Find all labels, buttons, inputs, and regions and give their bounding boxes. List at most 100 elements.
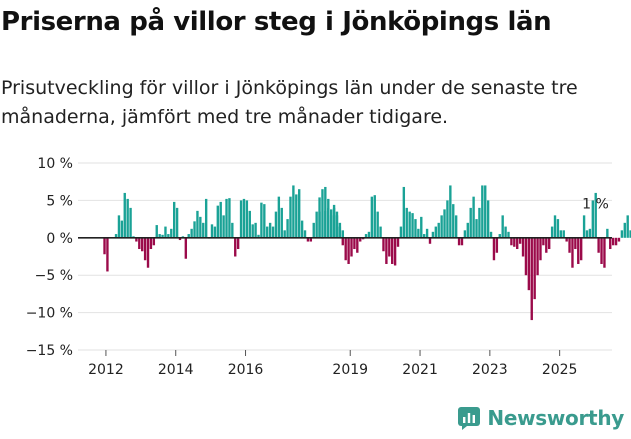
bar (454, 215, 458, 238)
bar (417, 228, 420, 238)
bar (545, 237, 548, 253)
bar (103, 237, 106, 255)
bar (222, 215, 225, 238)
bar-chart: 10 % 5 % 0 % −5 % −10 % −15 % 2012 2014 2016 2019… (26, 156, 631, 378)
bar (347, 237, 350, 264)
bar (298, 189, 301, 238)
bar (574, 237, 577, 250)
bar (542, 237, 545, 246)
bar (457, 237, 461, 246)
bar (475, 219, 478, 238)
bar (609, 237, 612, 250)
bar (138, 237, 141, 250)
bar (594, 192, 597, 238)
bar (597, 237, 600, 253)
bar (120, 220, 124, 238)
bar (271, 226, 275, 238)
bar (335, 211, 339, 238)
bar (236, 237, 240, 250)
bar (588, 228, 592, 238)
bar (524, 237, 528, 276)
bar (614, 237, 618, 246)
bar (196, 210, 199, 238)
bar (292, 185, 295, 238)
bar (152, 237, 156, 246)
bar (385, 237, 388, 264)
bar (306, 237, 310, 242)
bar (106, 237, 109, 272)
bar (449, 185, 452, 238)
bar (626, 215, 629, 238)
x-tick-label: 2023 (472, 362, 508, 378)
bar (422, 234, 426, 238)
bar (481, 185, 484, 238)
bar (350, 237, 353, 257)
bar (167, 234, 170, 238)
bar (126, 198, 129, 238)
bar (565, 237, 568, 242)
bar (202, 222, 205, 238)
bar (187, 234, 190, 238)
bar (149, 237, 153, 250)
bar (623, 222, 626, 238)
bar (324, 186, 327, 238)
bar (396, 237, 400, 247)
bar (312, 222, 315, 238)
bar (289, 196, 292, 238)
bar (225, 198, 228, 238)
bar (553, 215, 557, 238)
bar (539, 237, 542, 261)
x-tick-label: 2012 (88, 362, 124, 378)
bar (452, 204, 455, 238)
bar (295, 194, 298, 238)
bar (158, 234, 161, 238)
bar (204, 198, 208, 238)
bar (399, 226, 403, 238)
bar (568, 237, 571, 253)
bar (478, 207, 481, 238)
bar (254, 222, 257, 238)
y-tick-label: −10 % (26, 306, 73, 322)
newsworthy-brand[interactable]: Newsworthy (457, 403, 624, 433)
bar (332, 207, 336, 238)
bar (231, 222, 234, 238)
bar (391, 237, 394, 264)
bar (606, 228, 609, 238)
bar (373, 195, 376, 238)
bar (379, 226, 382, 238)
bar (556, 219, 560, 238)
bar (536, 237, 539, 276)
bar (495, 237, 499, 253)
bar (562, 230, 565, 238)
bar (484, 185, 487, 238)
bar (620, 230, 624, 238)
bar (184, 237, 188, 259)
bar (283, 230, 286, 238)
bar (146, 237, 150, 268)
bar (248, 210, 251, 238)
bar (117, 215, 121, 238)
x-tick-label: 2021 (402, 362, 438, 378)
bar (277, 196, 281, 238)
bar (530, 237, 533, 321)
bar (178, 237, 182, 241)
bar (550, 226, 554, 238)
bar (263, 204, 266, 238)
bar (364, 234, 368, 238)
bar (498, 234, 501, 238)
bar (469, 207, 472, 238)
bar (141, 237, 144, 252)
bar (437, 222, 440, 238)
bar (463, 230, 467, 238)
bar (582, 215, 586, 238)
bar (318, 211, 321, 238)
bar (175, 207, 179, 238)
bar (405, 207, 408, 238)
y-tick-label: 10 % (37, 156, 73, 172)
y-tick-label: −15 % (26, 343, 73, 359)
bar (266, 226, 269, 238)
bar (617, 237, 621, 242)
bar (411, 213, 414, 238)
bar (367, 231, 371, 238)
bar (321, 189, 324, 238)
